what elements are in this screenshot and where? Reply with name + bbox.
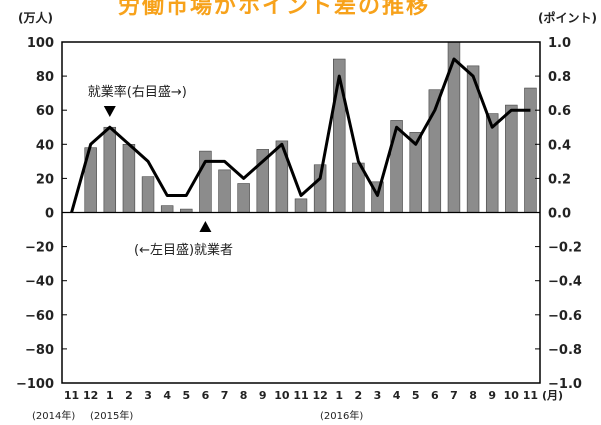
line-layer xyxy=(70,57,531,213)
x-tick-label: 1 xyxy=(106,389,114,402)
x-tick-label: 3 xyxy=(374,389,382,402)
bar xyxy=(122,144,136,213)
bar xyxy=(141,176,155,213)
left-axis-unit: (万人) xyxy=(18,10,53,25)
x-tick-label: 7 xyxy=(450,389,458,402)
right-tick-label: 0.0 xyxy=(548,207,571,222)
annotation-rate-arrow xyxy=(103,106,116,117)
left-tick-label: −20 xyxy=(25,241,54,256)
x-tick-label: 5 xyxy=(412,389,420,402)
x-tick-label: 11 xyxy=(64,389,79,402)
right-tick-label: 0.8 xyxy=(548,70,571,85)
axes-layer xyxy=(61,41,541,384)
annotation-rate-label: 就業率(右目盛→) xyxy=(88,84,187,100)
x-tick-label: 4 xyxy=(393,389,401,402)
left-tick-label: 100 xyxy=(27,36,54,51)
x-tick-label: 1 xyxy=(335,389,343,402)
left-tick-label: −80 xyxy=(25,343,54,358)
right-tick-label: 0.6 xyxy=(548,104,571,119)
left-tick-label: 80 xyxy=(36,70,54,85)
annotations-layer: 就業率(右目盛→) (←左目盛)就業者 xyxy=(88,84,233,258)
left-tick-label: 0 xyxy=(45,207,54,222)
bar xyxy=(103,126,117,213)
x-tick-label: 10 xyxy=(274,389,290,402)
right-tick-label: −1.0 xyxy=(548,377,582,392)
year-label-2016: (2016年) xyxy=(320,409,363,422)
left-tick-label: −60 xyxy=(25,309,54,324)
x-tick-label: 10 xyxy=(504,389,520,402)
right-axis-unit: (ポイント) xyxy=(538,10,597,25)
x-tick-label: 3 xyxy=(144,389,152,402)
chart-title-partial: 労働市場がホイント差の推移 xyxy=(118,0,431,19)
x-tick-label: 11 xyxy=(293,389,308,402)
right-tick-label: −0.2 xyxy=(548,241,582,256)
x-tick-label: 12 xyxy=(83,389,98,402)
x-tick-label: 2 xyxy=(125,389,133,402)
x-tick-label: 6 xyxy=(431,389,439,402)
x-tick-label: 5 xyxy=(182,389,190,402)
x-tick-label: 8 xyxy=(240,389,248,402)
annotation-employed-arrow xyxy=(199,221,212,232)
bar xyxy=(524,87,537,213)
bar xyxy=(237,183,250,213)
x-tick-label: 8 xyxy=(469,389,477,402)
x-tick-label: 11 xyxy=(523,389,538,402)
bar xyxy=(505,104,518,213)
x-axis-unit: (月) xyxy=(542,389,563,402)
right-tick-label: 1.0 xyxy=(548,36,571,51)
employment-rate-line xyxy=(70,57,531,213)
right-tick-label: −0.6 xyxy=(548,309,582,324)
right-tick-label: −0.4 xyxy=(548,275,582,290)
x-tick-label: 7 xyxy=(221,389,229,402)
bars-layer xyxy=(84,41,537,213)
x-tick-label: 2 xyxy=(355,389,363,402)
right-tick-label: −0.8 xyxy=(548,343,582,358)
x-tick-label: 4 xyxy=(163,389,171,402)
labels-layer: 100 80 60 40 20 0 −20 −40 −60 −80 −100 1.0 0.8 0.6 0.4… xyxy=(16,10,597,422)
bar xyxy=(390,120,403,213)
left-tick-label: −100 xyxy=(16,377,54,392)
x-tick-label: 9 xyxy=(259,389,267,402)
x-tick-label: 12 xyxy=(312,389,327,402)
x-tick-label: 6 xyxy=(202,389,210,402)
right-tick-label: 0.4 xyxy=(548,138,571,153)
left-tick-label: 20 xyxy=(36,172,54,187)
year-label-2014: (2014年) xyxy=(32,409,75,422)
left-tick-label: −40 xyxy=(25,275,54,290)
bar xyxy=(294,198,308,213)
x-tick-label: 9 xyxy=(488,389,496,402)
left-tick-label: 60 xyxy=(36,104,54,119)
year-label-2015: (2015年) xyxy=(90,409,133,422)
right-tick-label: 0.2 xyxy=(548,172,571,187)
left-tick-label: 40 xyxy=(36,138,54,153)
bar xyxy=(218,169,231,213)
annotation-employed-label: (←左目盛)就業者 xyxy=(134,242,233,258)
bar xyxy=(160,205,174,213)
